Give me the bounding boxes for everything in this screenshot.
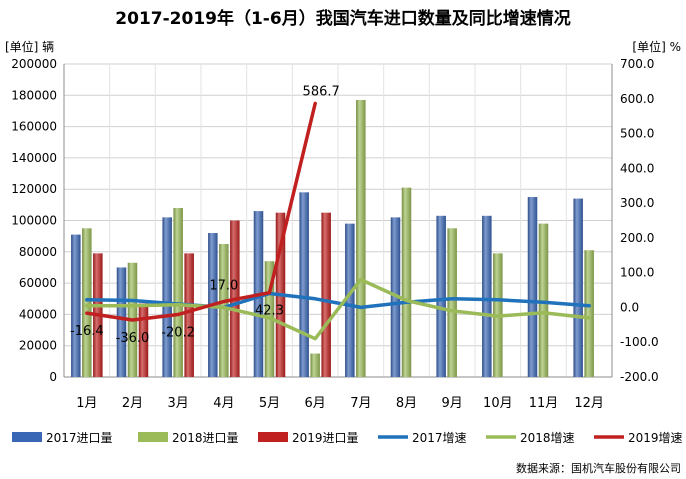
x-tick-label: 8月: [396, 396, 417, 411]
legend: 2017进口量 2018进口量 2019进口量 2017增速 2018增速 2019增速: [12, 431, 683, 445]
x-tick-label: 2月: [122, 396, 143, 411]
y-left-tick-label: 180000: [11, 88, 57, 102]
legend-label: 2017增速: [412, 431, 467, 445]
bar-2018进口量-9月: [447, 228, 457, 377]
legend-label: 2019进口量: [292, 431, 359, 445]
x-tick-label: 4月: [213, 396, 234, 411]
bar-2017进口量-10月: [482, 215, 492, 377]
y-right-tick-label: -200.0: [620, 370, 659, 384]
y-left-tick-label: 60000: [19, 276, 57, 290]
bar-2018进口量-7月: [356, 99, 366, 378]
bar-2017进口量-11月: [527, 197, 538, 377]
bar-2018进口量-3月: [173, 207, 183, 377]
bar-2017进口量-6月: [299, 192, 309, 377]
y-left-tick-label: 120000: [11, 182, 57, 196]
bar-2017进口量-12月: [573, 198, 583, 377]
x-tick-label: 1月: [76, 396, 97, 411]
line-2019增速: [85, 101, 317, 322]
legend-label: 2018增速: [520, 431, 575, 445]
y-left-tick-label: 40000: [19, 307, 57, 321]
y-right-tick-label: -100.0: [620, 335, 659, 349]
y-left-tick-label: 0: [49, 370, 57, 384]
y-right-tick-label: 100.0: [620, 266, 654, 280]
y-left-tick-label: 140000: [11, 151, 57, 165]
legend-swatch: [258, 432, 288, 442]
bar-2018进口量-4月: [219, 243, 229, 377]
data-label: -36.0: [116, 331, 150, 346]
legend-label: 2019增速: [628, 431, 683, 445]
y-left-tick-label: 20000: [19, 339, 57, 353]
chart-title: 2017-2019年（1-6月）我国汽车进口数量及同比增速情况: [115, 8, 570, 29]
y-left-unit-label: [单位] 辆: [5, 39, 54, 54]
y-right-tick-label: 700.0: [620, 57, 654, 71]
y-right-tick-label: 0.0: [620, 300, 639, 314]
bar-2019进口量-2月: [138, 303, 149, 377]
x-tick-label: 9月: [442, 396, 463, 411]
data-label: -16.4: [70, 324, 104, 339]
bar-2017进口量-9月: [436, 215, 446, 377]
y-left-tick-label: 200000: [11, 57, 57, 71]
bar-2018进口量-12月: [584, 250, 594, 377]
x-tick-label: 3月: [168, 396, 189, 411]
bar-2018进口量-11月: [538, 223, 549, 377]
bar-2018进口量-6月: [310, 353, 320, 377]
legend-swatch: [12, 432, 42, 442]
bar-2017进口量-1月: [71, 234, 81, 377]
x-tick-label: 10月: [483, 396, 513, 411]
bar-2018进口量-8月: [401, 187, 412, 377]
data-label: 586.7: [303, 84, 340, 99]
y-left-tick-label: 160000: [11, 120, 57, 134]
y-left-tick-label: 100000: [11, 214, 57, 228]
legend-label: 2017进口量: [46, 431, 113, 445]
data-label: -20.2: [161, 325, 195, 340]
y-right-tick-label: 200.0: [620, 231, 654, 245]
legend-label: 2018进口量: [172, 431, 239, 445]
line-2018增速: [85, 277, 591, 341]
x-tick-label: 7月: [350, 396, 371, 411]
source-note: 数据来源：国机汽车股份有限公司: [516, 461, 681, 475]
bar-2018进口量-1月: [82, 228, 92, 377]
legend-swatch: [138, 432, 168, 442]
data-label: 42.3: [255, 304, 284, 319]
y-right-tick-label: 300.0: [620, 196, 654, 210]
y-right-tick-label: 500.0: [620, 127, 654, 141]
data-label: 17.0: [209, 279, 238, 294]
y-right-tick-label: 600.0: [620, 92, 654, 106]
bar-2017进口量-3月: [162, 217, 172, 377]
bar-2019进口量-3月: [184, 253, 194, 377]
bar-2017进口量-2月: [116, 267, 127, 377]
plot-area: 0 20000 40000 60000 80000 100000 120000 140000 1…: [11, 57, 659, 411]
x-tick-label: 11月: [529, 396, 559, 411]
y-right-tick-label: 400.0: [620, 161, 654, 175]
y-right-unit-label: [单位] %: [632, 39, 681, 54]
y-left-tick-label: 80000: [19, 245, 57, 259]
x-tick-label: 12月: [574, 396, 604, 411]
bar-2019进口量-6月: [321, 212, 331, 377]
x-tick-label: 5月: [259, 396, 280, 411]
x-tick-label: 6月: [305, 396, 326, 411]
bar-2017进口量-7月: [345, 223, 355, 377]
